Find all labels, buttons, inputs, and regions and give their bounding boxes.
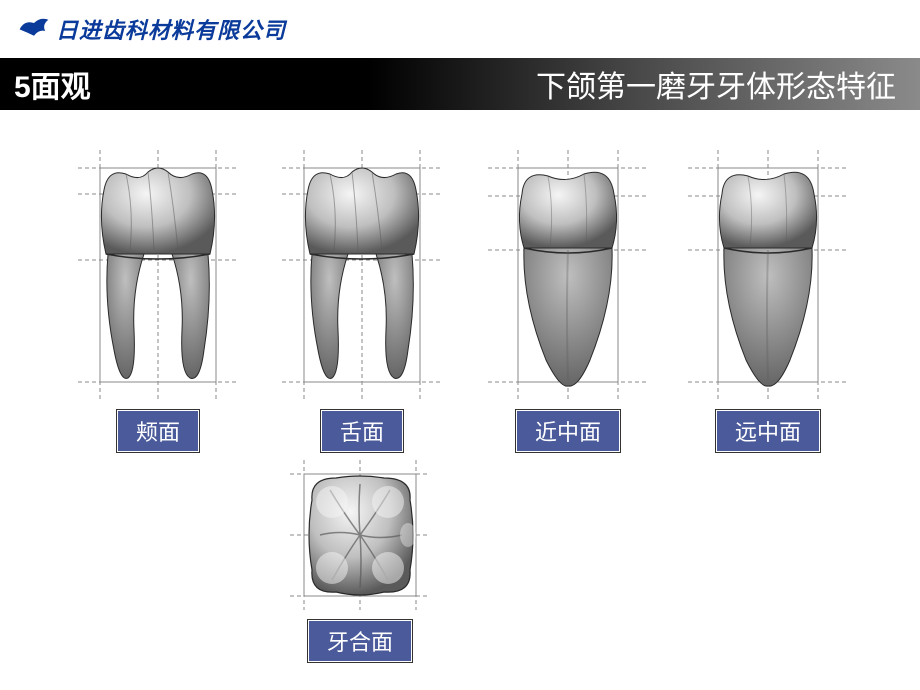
tooth-label-occlusal: 牙合面 <box>308 620 412 662</box>
content-area: 颊面 舌面 <box>0 110 920 690</box>
slide-title-right: 下颌第一磨牙牙体形态特征 <box>536 62 896 106</box>
logo-bar: 日进齿科材料有限公司 <box>0 0 920 58</box>
tooth-illustration-mesial <box>488 150 648 400</box>
tooth-view-buccal: 颊面 <box>78 150 238 452</box>
tooth-illustration-occlusal <box>290 460 430 610</box>
tooth-illustration-lingual <box>282 150 442 400</box>
tooth-label-lingual: 舌面 <box>321 410 403 452</box>
tooth-illustration-buccal <box>78 150 238 400</box>
title-bar: 5面观 下颌第一磨牙牙体形态特征 <box>0 58 920 110</box>
slide-title-left: 5面观 <box>14 62 91 106</box>
tooth-view-lingual: 舌面 <box>282 150 442 452</box>
tooth-view-distal: 远中面 <box>688 150 848 452</box>
company-name: 日进齿科材料有限公司 <box>56 13 286 45</box>
tooth-view-mesial: 近中面 <box>488 150 648 452</box>
tooth-illustration-distal <box>688 150 848 400</box>
tooth-label-buccal: 颊面 <box>117 410 199 452</box>
tooth-label-distal: 远中面 <box>716 410 820 452</box>
tooth-label-mesial: 近中面 <box>516 410 620 452</box>
tooth-view-occlusal: 牙合面 <box>290 460 430 662</box>
bird-logo-icon <box>18 15 50 43</box>
